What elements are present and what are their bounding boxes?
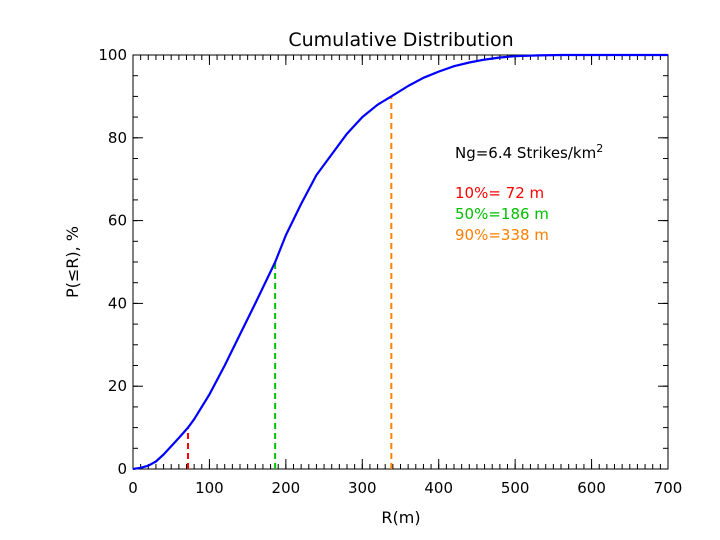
- axis-ticks: [132, 54, 669, 470]
- percentile-markers: [187, 96, 393, 469]
- x-tick-label: 300: [348, 479, 377, 497]
- x-tick-label: 0: [128, 479, 138, 497]
- y-tick-label: 60: [108, 212, 127, 230]
- x-tick-label: 500: [501, 479, 530, 497]
- x-tick-label: 200: [272, 479, 301, 497]
- x-tick-label: 400: [424, 479, 453, 497]
- annotations: Ng=6.4 Strikes/km2 10%= 72 m 50%=186 m 9…: [455, 142, 603, 244]
- annotation-10-percent: 10%= 72 m: [455, 184, 544, 202]
- plot-frame: [132, 54, 669, 470]
- annotation-ng-text: Ng=6.4 Strikes/km: [455, 144, 596, 162]
- y-tick-label: 100: [98, 46, 127, 64]
- y-tick-label: 0: [117, 460, 127, 478]
- x-axis-title: R(m): [381, 508, 420, 527]
- x-tick-label: 100: [195, 479, 224, 497]
- y-tick-label: 20: [108, 377, 127, 395]
- annotation-90-percent: 90%=338 m: [455, 226, 549, 244]
- annotation-ng-superscript: 2: [596, 142, 603, 155]
- cdf-series-line: [132, 53, 668, 471]
- annotation-ng: Ng=6.4 Strikes/km2: [455, 142, 603, 162]
- x-tick-label: 700: [654, 479, 683, 497]
- y-tick-label: 80: [108, 129, 127, 147]
- series-group: [132, 53, 668, 471]
- chart-title: Cumulative Distribution: [288, 29, 513, 51]
- y-tick-label: 40: [108, 294, 127, 312]
- x-tick-label: 600: [577, 479, 606, 497]
- y-axis-title: P(≤R), %: [63, 226, 82, 298]
- annotation-50-percent: 50%=186 m: [455, 205, 549, 223]
- axis-tick-labels: 0 100 200 300 400 500 600 700 0 20 40 60 80 100: [98, 46, 682, 497]
